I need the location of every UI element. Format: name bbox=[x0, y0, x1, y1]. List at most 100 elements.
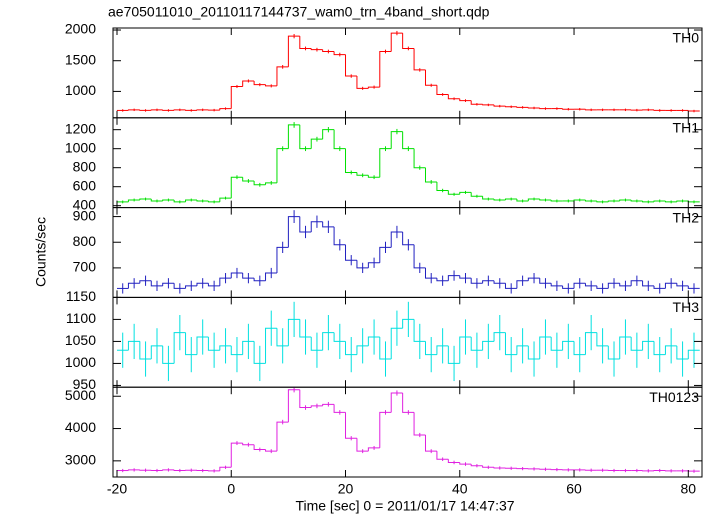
step-bin bbox=[504, 106, 517, 108]
step-bin bbox=[379, 246, 392, 263]
step-bin bbox=[630, 280, 643, 286]
step-bin bbox=[607, 282, 620, 289]
step-bin bbox=[322, 49, 335, 53]
step-bin bbox=[482, 280, 495, 284]
step-bin bbox=[287, 318, 300, 346]
y-tick-label: 1500 bbox=[65, 51, 96, 67]
step-bin bbox=[584, 283, 597, 287]
step-bin bbox=[436, 345, 449, 355]
step-bin bbox=[127, 282, 140, 289]
step-bin bbox=[242, 340, 255, 355]
step-bin bbox=[653, 341, 666, 356]
step-bin bbox=[162, 345, 175, 364]
step-bin bbox=[573, 282, 586, 289]
panel-label: TH2 bbox=[673, 209, 700, 225]
step-bin bbox=[150, 345, 163, 360]
step-bin bbox=[276, 246, 289, 274]
step-bin bbox=[322, 129, 335, 140]
step-bin bbox=[356, 345, 369, 355]
panel-label: TH3 bbox=[673, 299, 700, 315]
y-tick-label: 4000 bbox=[65, 419, 96, 435]
step-bin bbox=[333, 226, 346, 246]
step-bin bbox=[447, 275, 460, 281]
step-bin bbox=[322, 403, 335, 406]
step-bin bbox=[219, 108, 232, 111]
step-bin bbox=[459, 336, 472, 364]
step-bin bbox=[196, 282, 209, 286]
step-bin bbox=[413, 244, 426, 269]
step-bin bbox=[493, 104, 506, 107]
step-bin bbox=[287, 35, 300, 67]
step-bin bbox=[242, 443, 255, 446]
step-bin bbox=[493, 332, 506, 342]
y-tick-label: 1200 bbox=[65, 120, 96, 136]
step-bin bbox=[162, 109, 175, 111]
step-bin bbox=[185, 332, 197, 356]
step-bin bbox=[424, 167, 437, 183]
step-bin bbox=[539, 336, 552, 360]
step-bin bbox=[413, 48, 426, 71]
step-bin bbox=[573, 341, 586, 356]
step-bin bbox=[242, 80, 255, 87]
step-bin bbox=[630, 337, 643, 351]
step-bin bbox=[242, 177, 255, 182]
step-bin bbox=[162, 199, 175, 201]
step-bin bbox=[642, 200, 655, 203]
x-tick-label: 60 bbox=[566, 481, 582, 497]
step-bin bbox=[253, 80, 266, 86]
step-bin bbox=[527, 198, 540, 201]
step-bin bbox=[127, 340, 140, 351]
step-bin bbox=[596, 200, 609, 203]
step-bin bbox=[299, 36, 312, 49]
step-bin bbox=[447, 345, 460, 364]
step-bin bbox=[173, 332, 186, 364]
x-tick-label: 40 bbox=[452, 481, 468, 497]
step-bin bbox=[539, 199, 552, 201]
step-bin bbox=[333, 332, 346, 342]
step-bin bbox=[390, 32, 403, 52]
step-bin bbox=[139, 109, 152, 111]
step-bin bbox=[584, 199, 597, 202]
step-bin bbox=[642, 280, 655, 287]
step-bin bbox=[276, 148, 289, 183]
step-bin bbox=[367, 86, 380, 89]
step-bin bbox=[207, 337, 220, 351]
x-tick-label: 0 bbox=[227, 481, 235, 497]
step-bin bbox=[230, 345, 243, 356]
step-bin bbox=[436, 451, 449, 460]
step-bin bbox=[150, 199, 163, 202]
step-bin bbox=[310, 48, 323, 51]
step-bin bbox=[516, 199, 529, 202]
step-bin bbox=[139, 280, 152, 284]
step-bin bbox=[276, 66, 289, 86]
step-bin bbox=[653, 285, 666, 289]
step-bin bbox=[356, 438, 369, 452]
step-bin bbox=[310, 221, 323, 232]
step-bin bbox=[436, 278, 449, 282]
y-tick-label: 1150 bbox=[66, 288, 96, 304]
step-bin bbox=[619, 336, 632, 360]
step-bin bbox=[127, 469, 140, 471]
step-bin bbox=[173, 109, 186, 111]
step-bin bbox=[345, 341, 357, 356]
step-bin bbox=[207, 200, 220, 203]
step-bin bbox=[470, 192, 483, 197]
step-bin bbox=[162, 469, 175, 471]
step-bin bbox=[219, 345, 232, 351]
panel-label: TH0 bbox=[673, 30, 700, 46]
step-bin bbox=[664, 282, 677, 289]
step-bin bbox=[539, 107, 552, 110]
step-bin bbox=[619, 199, 632, 201]
step-bin bbox=[356, 172, 369, 176]
step-bin bbox=[265, 182, 277, 185]
step-bin bbox=[436, 181, 449, 191]
x-tick-label: 20 bbox=[338, 481, 354, 497]
step-bin bbox=[367, 175, 380, 178]
step-bin bbox=[402, 33, 415, 49]
x-tick-label: -20 bbox=[107, 481, 127, 497]
step-bin bbox=[653, 200, 666, 202]
step-bin bbox=[379, 337, 392, 360]
step-bin bbox=[413, 148, 426, 169]
y-tick-label: 1050 bbox=[65, 332, 96, 348]
